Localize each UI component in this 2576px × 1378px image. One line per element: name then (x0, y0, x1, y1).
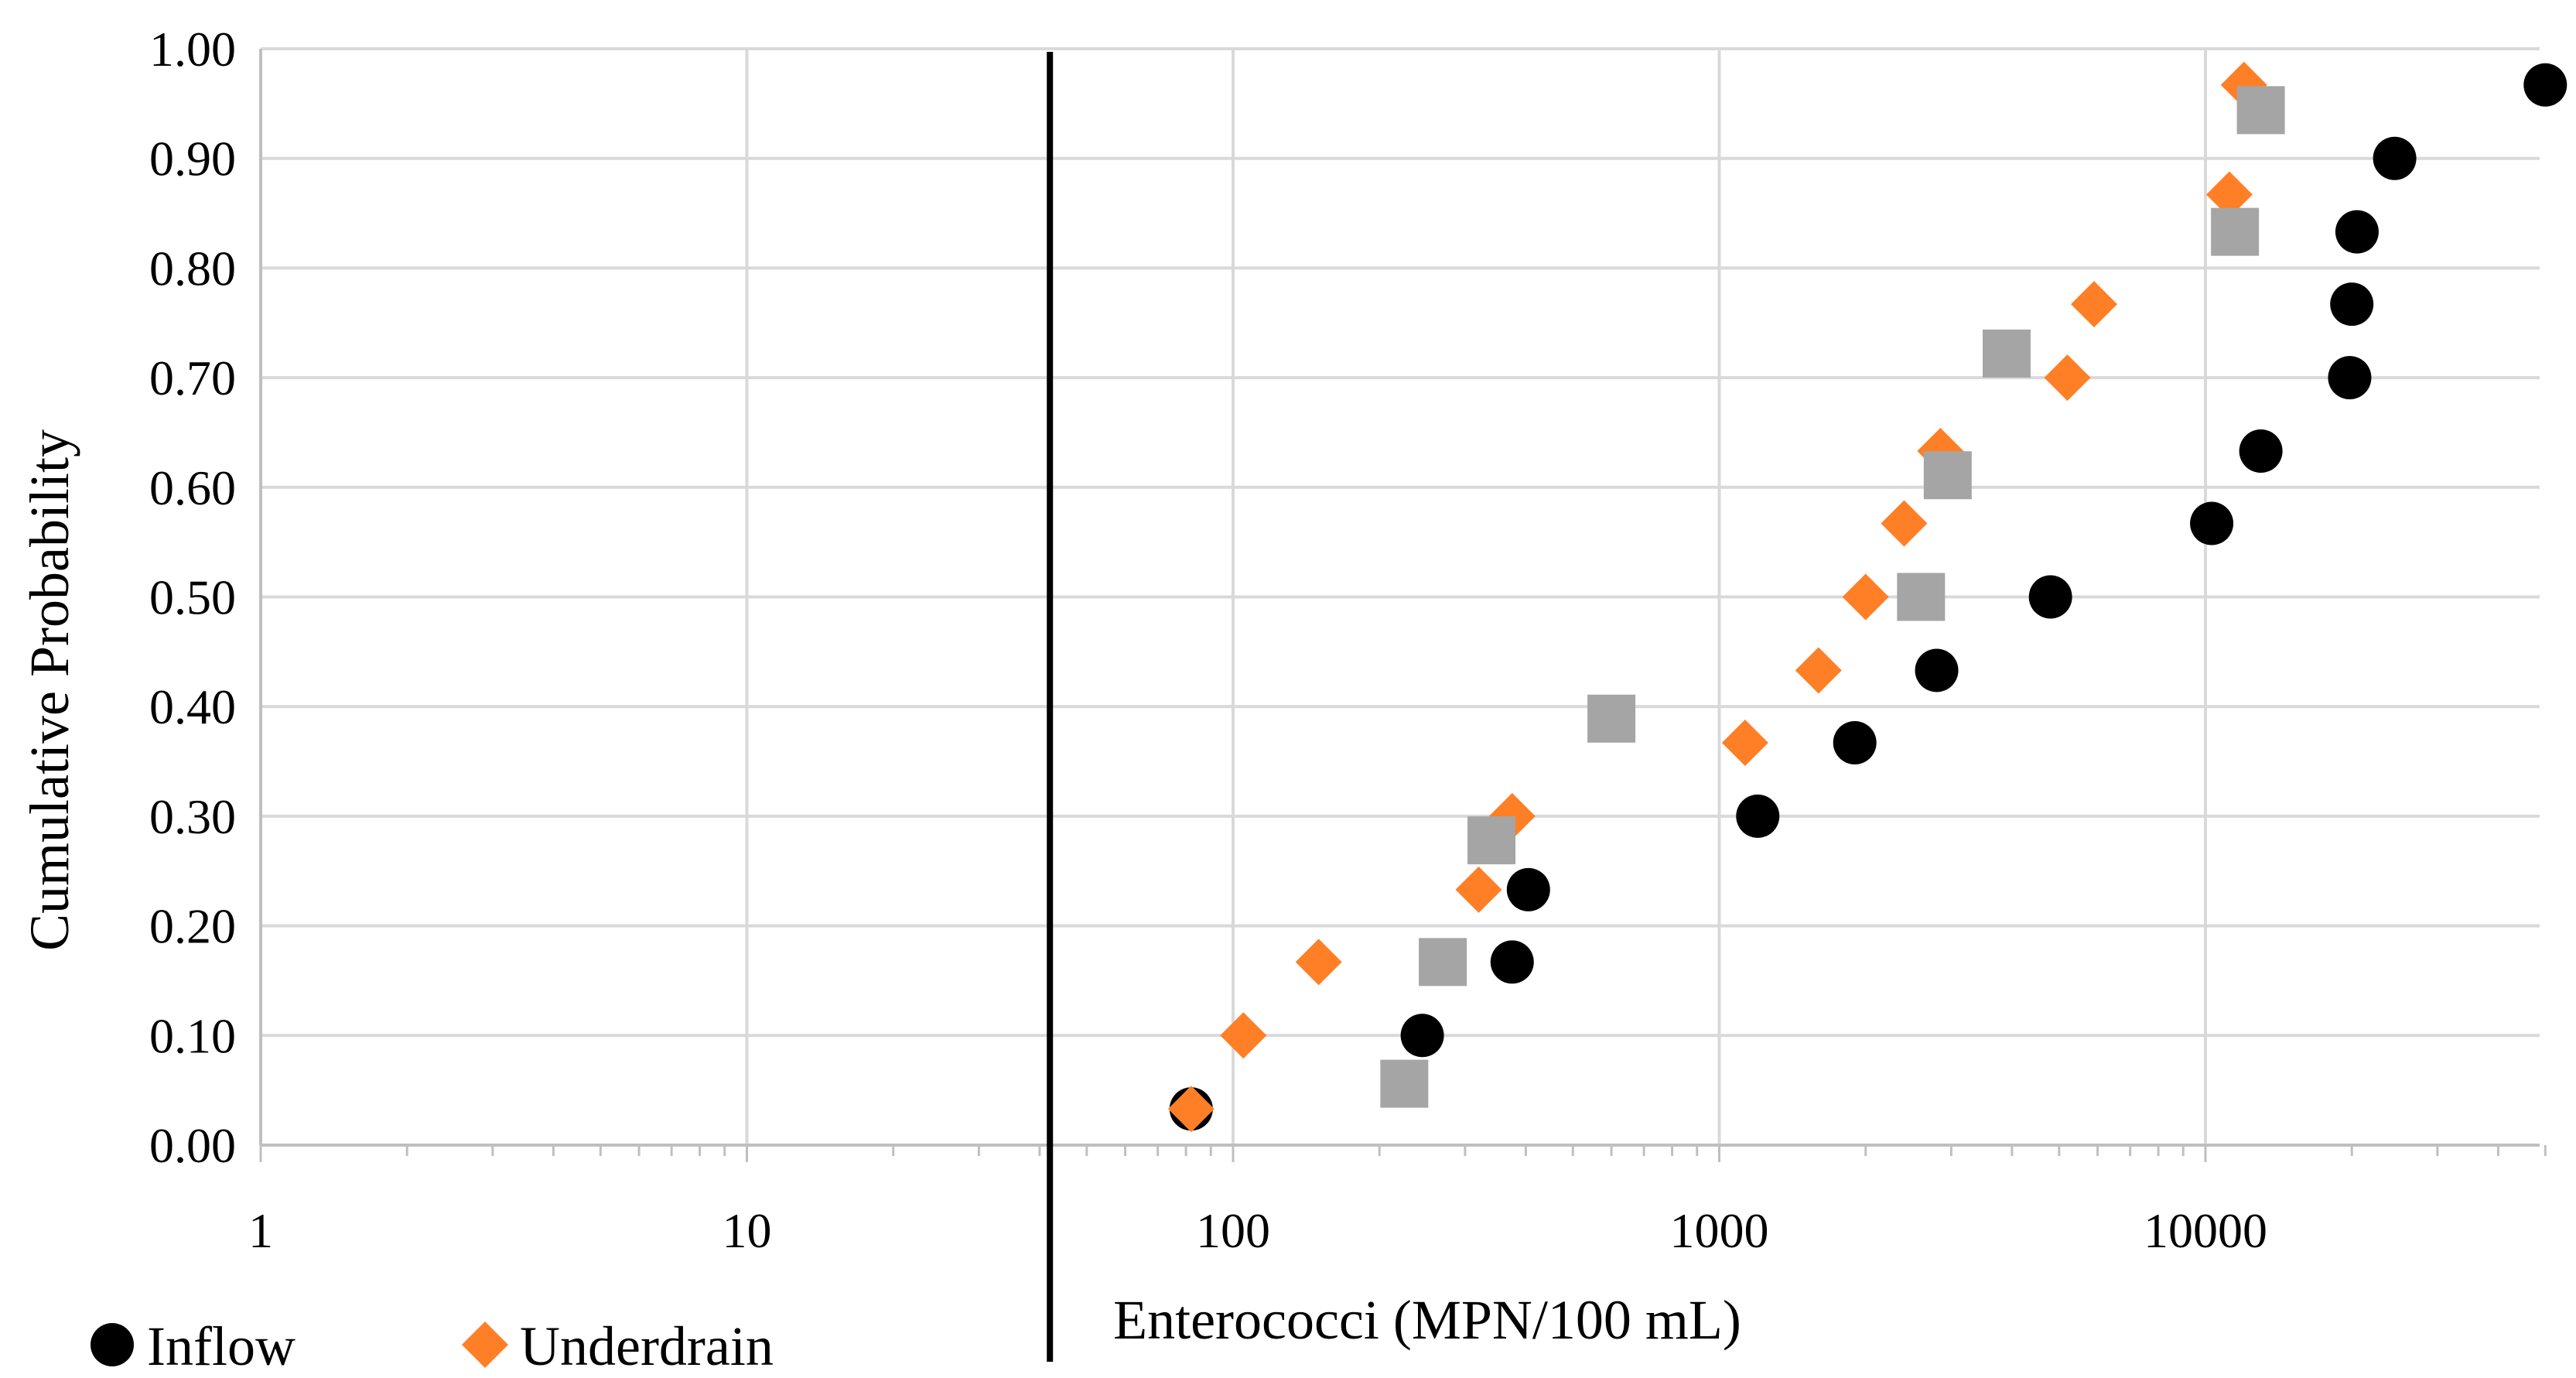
y-tick-label: 0.00 (149, 1118, 236, 1173)
point-inflow (1833, 720, 1877, 764)
legend-label: Inflow (147, 1315, 296, 1377)
point-inflow (1736, 794, 1780, 838)
point-inflow (1915, 648, 1959, 692)
y-tick-label: 0.30 (149, 789, 236, 844)
point-square (2211, 207, 2260, 256)
point-underdrain (1842, 573, 1889, 621)
x-axis-title: Enterococci (MPN/100 mL) (1113, 1289, 1741, 1351)
point-inflow (2335, 210, 2379, 254)
point-underdrain (1295, 939, 1342, 986)
y-axis-title: Cumulative Probability (19, 429, 80, 951)
legend-item: Underdrain (462, 1315, 774, 1377)
y-tick-label: 0.10 (149, 1008, 236, 1063)
tick-labels: 0.00 0.10 0.20 0.30 0.40 0.50 0.60 0.70 0.80 0.90… (149, 22, 2267, 1258)
point-inflow (1490, 940, 1534, 984)
point-underdrain (2070, 281, 2117, 328)
point-underdrain (2205, 171, 2253, 218)
y-tick-label: 0.90 (149, 132, 236, 186)
legend: Inflow Underdrain (91, 1315, 774, 1377)
grid-lines (261, 47, 2540, 1145)
y-tick-label: 0.60 (149, 460, 236, 515)
legend-marker-diamond (462, 1322, 508, 1368)
point-square (1897, 573, 1946, 621)
x-tick-label: 10 (723, 1203, 772, 1258)
y-tick-label: 0.20 (149, 899, 236, 954)
point-inflow (1400, 1014, 1444, 1058)
point-inflow (2523, 63, 2567, 107)
point-inflow (2239, 429, 2283, 474)
x-tick-label: 1 (248, 1203, 273, 1258)
point-square (1982, 329, 2031, 378)
point-underdrain (1795, 647, 1842, 694)
point-underdrain (1220, 1012, 1267, 1059)
point-square (1419, 938, 1467, 986)
y-tick-label: 0.40 (149, 679, 236, 734)
data-points (1167, 61, 2567, 1133)
point-underdrain (1167, 1086, 1215, 1133)
x-tick-label: 10000 (2144, 1203, 2267, 1258)
y-tick-label: 0.70 (149, 350, 236, 405)
y-tick-label: 0.50 (149, 570, 236, 625)
legend-label: Underdrain (520, 1315, 774, 1377)
point-underdrain (2044, 354, 2091, 402)
y-tick-label: 1.00 (149, 22, 236, 77)
point-inflow (2328, 356, 2372, 400)
point-square (1587, 694, 1636, 743)
point-inflow (1506, 867, 1550, 911)
point-inflow (2330, 282, 2374, 327)
point-square (1380, 1059, 1429, 1108)
point-inflow (2028, 575, 2072, 619)
point-square (2236, 86, 2285, 135)
y-tick-label: 0.80 (149, 241, 236, 296)
point-inflow (2373, 136, 2417, 180)
legend-item: Inflow (91, 1315, 296, 1377)
legend-marker-circle (91, 1323, 134, 1366)
axes (259, 49, 2547, 1162)
x-tick-label: 100 (1196, 1203, 1270, 1258)
point-underdrain (1881, 500, 1928, 547)
point-square (1467, 816, 1516, 865)
point-square (1923, 451, 1972, 500)
point-underdrain (1455, 866, 1502, 913)
x-tick-label: 1000 (1670, 1203, 1769, 1258)
point-inflow (2190, 501, 2234, 545)
point-underdrain (1721, 719, 1768, 766)
